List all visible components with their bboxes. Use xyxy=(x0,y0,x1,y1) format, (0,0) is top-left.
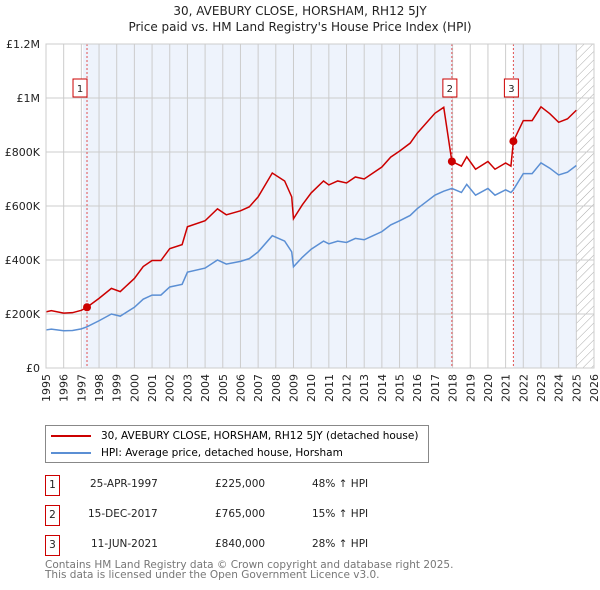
x-tick-label: 2006 xyxy=(234,374,247,402)
x-tick-label: 2011 xyxy=(323,374,336,402)
sale-marker: 1 xyxy=(45,475,60,496)
x-tick-label: 2009 xyxy=(287,374,300,402)
x-tick-label: 2020 xyxy=(482,374,495,402)
sale-hpi-diff: 28% ↑ HPI xyxy=(312,538,369,550)
y-tick-label: £200K xyxy=(5,308,41,321)
x-tick-label: 2003 xyxy=(181,374,194,402)
legend-swatch-hpi xyxy=(51,452,91,454)
x-tick-label: 1998 xyxy=(93,374,106,402)
sale-point xyxy=(447,157,456,166)
legend-swatch-property xyxy=(51,435,91,437)
sale-price: £225,000 xyxy=(215,478,266,490)
y-tick-label: £1M xyxy=(17,92,41,105)
sale-date: 11-JUN-2021 xyxy=(91,538,158,550)
sale-label-number: 2 xyxy=(447,84,453,95)
sale-label-number: 1 xyxy=(77,84,83,95)
x-tick-label: 2025 xyxy=(570,374,583,402)
x-tick-label: 2010 xyxy=(305,374,318,402)
sale-label-box xyxy=(442,78,458,98)
x-tick-label: 1996 xyxy=(58,374,71,402)
x-tick-label: 1995 xyxy=(40,374,53,402)
legend: 30, AVEBURY CLOSE, HORSHAM, RH12 5JY (de… xyxy=(45,425,429,463)
footer-copyright: Contains HM Land Registry data © Crown c… xyxy=(45,559,454,571)
x-tick-label: 2000 xyxy=(128,374,141,402)
sale-hpi-diff: 15% ↑ HPI xyxy=(312,508,369,520)
x-tick-label: 1999 xyxy=(111,374,124,402)
footer-licence: This data is licensed under the Open Gov… xyxy=(45,569,380,581)
x-tick-label: 2023 xyxy=(535,374,548,402)
sale-label-box xyxy=(503,78,519,98)
chart-title: 30, AVEBURY CLOSE, HORSHAM, RH12 5JY xyxy=(173,4,427,18)
x-tick-label: 2015 xyxy=(394,374,407,402)
x-tick-label: 2012 xyxy=(341,374,354,402)
y-tick-label: £600K xyxy=(5,200,41,213)
y-tick-label: £400K xyxy=(5,254,41,267)
hpi-line xyxy=(45,161,577,332)
x-tick-label: 2018 xyxy=(447,374,460,402)
x-tick-label: 2013 xyxy=(358,374,371,402)
legend-label-property: 30, AVEBURY CLOSE, HORSHAM, RH12 5JY (de… xyxy=(101,430,419,442)
x-tick-label: 2008 xyxy=(270,374,283,402)
price-chart: £0 £200K £400K £600K £800K £1M £1.2M 1995 1996 19… xyxy=(5,38,600,402)
x-tick-label: 2017 xyxy=(429,374,442,402)
sale-point xyxy=(83,303,92,312)
y-tick-label: £0 xyxy=(26,362,40,375)
x-tick-label: 2019 xyxy=(464,374,477,402)
x-tick-label: 2024 xyxy=(553,374,566,402)
sale-date: 25-APR-1997 xyxy=(90,478,158,490)
sale-date: 15-DEC-2017 xyxy=(88,508,158,520)
sale-hpi-diff: 48% ↑ HPI xyxy=(312,478,369,490)
sale-price: £840,000 xyxy=(215,538,266,550)
x-tick-label: 2001 xyxy=(146,374,159,402)
sale-label-number: 3 xyxy=(508,84,514,95)
x-tick-label: 2002 xyxy=(164,374,177,402)
x-tick-label: 2004 xyxy=(199,374,212,402)
chart-subtitle: Price paid vs. HM Land Registry's House … xyxy=(128,20,472,34)
x-tick-label: 2005 xyxy=(217,374,230,402)
y-tick-label: £800K xyxy=(5,146,41,159)
plot-frame xyxy=(45,43,595,369)
x-tick-label: 2007 xyxy=(252,374,265,402)
x-tick-label: 2026 xyxy=(588,374,600,402)
sale-marker: 3 xyxy=(45,535,60,556)
sale-marker: 2 xyxy=(45,505,60,526)
x-tick-label: 2016 xyxy=(411,374,424,402)
x-tick-label: 2021 xyxy=(500,374,513,402)
sale-label-box xyxy=(72,78,88,98)
x-tick-label: 2022 xyxy=(517,374,530,402)
x-tick-label: 2014 xyxy=(376,374,389,402)
legend-label-hpi: HPI: Average price, detached house, Hors… xyxy=(101,447,343,459)
sale-point xyxy=(509,137,518,146)
y-tick-label: £1.2M xyxy=(6,38,40,51)
property-price-line xyxy=(45,105,577,314)
x-tick-label: 1997 xyxy=(75,374,88,402)
sale-price: £765,000 xyxy=(215,508,266,520)
